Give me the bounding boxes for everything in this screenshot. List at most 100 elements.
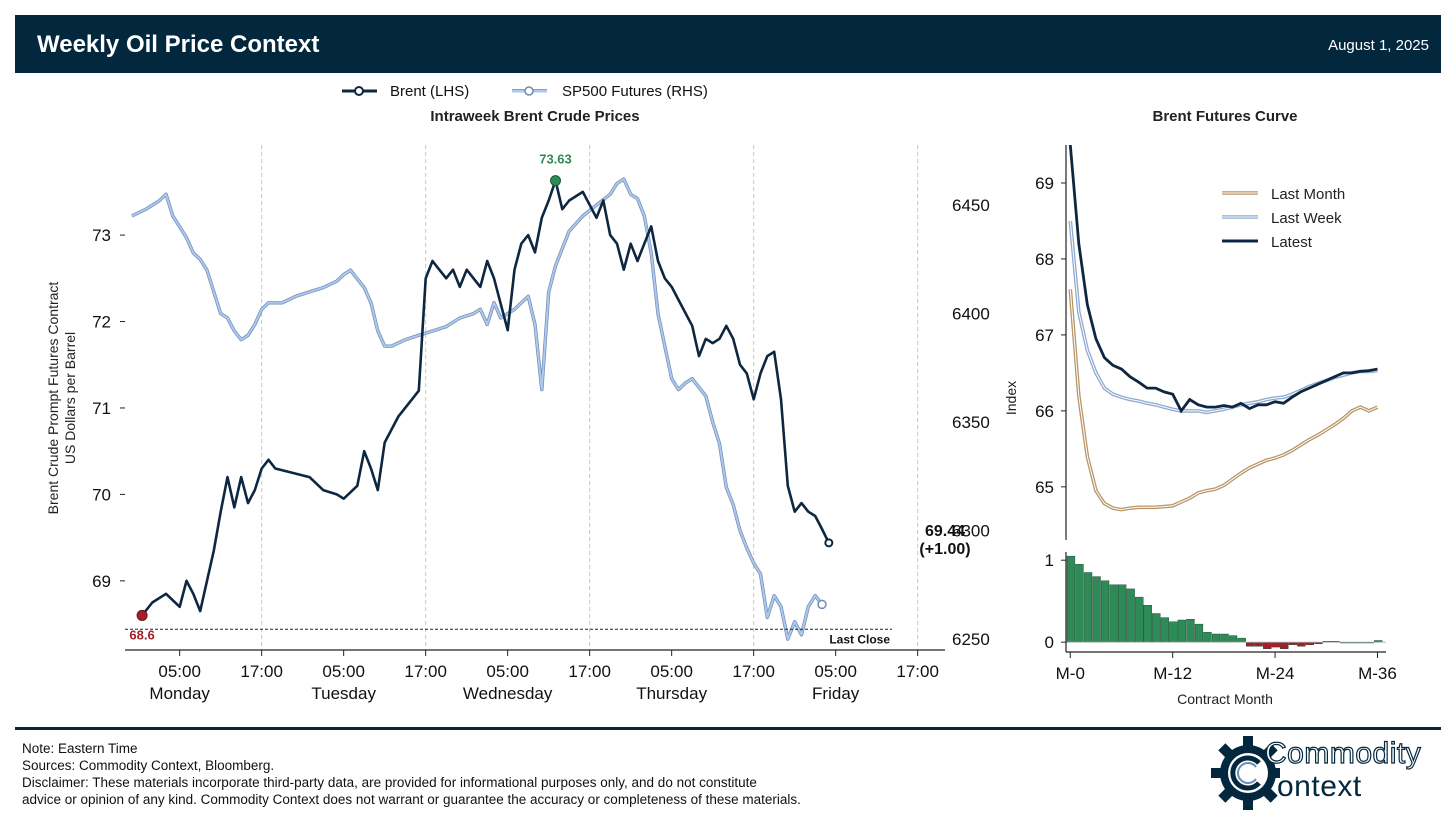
x-tick-time: 17:00 <box>404 662 447 681</box>
legend-last-month: Last Month <box>1271 186 1345 203</box>
change-bar <box>1245 642 1255 647</box>
x-tick-day: Monday <box>149 684 210 703</box>
change-bar <box>1211 633 1221 643</box>
y-right-tick-label: 6400 <box>952 305 990 324</box>
change-bar <box>1186 619 1195 643</box>
change-bar <box>1143 605 1152 643</box>
footer-notes: Note: Eastern Time Sources: Commodity Co… <box>22 740 922 808</box>
curve-y-tick-label: 69 <box>1035 174 1054 193</box>
x-tick-time: 17:00 <box>568 662 611 681</box>
change-bar <box>1280 642 1289 650</box>
footer-disclaimer-2: advice or opinion of any kind. Commodity… <box>22 792 801 807</box>
change-bar <box>1135 596 1144 643</box>
y-right-tick-label: 6250 <box>952 630 990 649</box>
change-bar <box>1220 633 1229 643</box>
legend-sp500-label: SP500 Futures (RHS) <box>562 83 708 100</box>
y-right-label: Index <box>1003 381 1019 415</box>
curve-x-tick-label: M-36 <box>1358 664 1397 683</box>
x-tick-time: 05:00 <box>322 662 365 681</box>
curve-x-tick-label: M-0 <box>1056 664 1085 683</box>
x-tick-time: 17:00 <box>240 662 283 681</box>
curve-last-month-edge <box>1068 289 1379 512</box>
change-bar <box>1297 642 1306 647</box>
change-bar <box>1254 642 1263 647</box>
change-bar <box>1126 588 1135 643</box>
curve-y-tick-label: 66 <box>1035 402 1054 421</box>
x-tick-time: 05:00 <box>814 662 857 681</box>
curve-x-tick-label: M-24 <box>1256 664 1295 683</box>
x-tick-time: 17:00 <box>896 662 939 681</box>
low-marker <box>136 609 148 621</box>
change-bar <box>1169 621 1178 643</box>
footer-note: Note: Eastern Time <box>22 741 138 756</box>
curve-y-tick-label: 68 <box>1035 250 1054 269</box>
change-bar <box>1228 635 1238 643</box>
change-bar <box>1288 642 1298 645</box>
legend-last-week: Last Week <box>1271 210 1342 227</box>
sp500-series-line <box>131 178 823 641</box>
x-tick-time: 17:00 <box>732 662 775 681</box>
legend-latest: Latest <box>1271 234 1313 251</box>
curve-y-tick-label: 65 <box>1035 478 1054 497</box>
curve-chart-title: Brent Futures Curve <box>1152 108 1297 125</box>
curve-legend: Last Month Last Week Latest <box>1222 186 1345 251</box>
change-bar <box>1109 584 1118 643</box>
y-left-tick-label: 73 <box>92 226 111 245</box>
y-left-label-1: Brent Crude Prompt Futures Contract <box>45 282 61 515</box>
low-label: 68.6 <box>129 627 154 642</box>
brent-end-marker <box>824 538 834 548</box>
header-bar: Weekly Oil Price Context August 1, 2025 <box>15 15 1441 73</box>
y-right-tick-label: 6350 <box>952 413 990 432</box>
y-left-tick-label: 72 <box>92 313 111 332</box>
y-left-tick-label: 71 <box>92 399 111 418</box>
page-title: Weekly Oil Price Context <box>37 31 320 58</box>
change-bar <box>1203 632 1212 643</box>
curve-x-tick-label: M-12 <box>1153 664 1192 683</box>
change-bar <box>1237 637 1246 643</box>
x-tick-day: Friday <box>812 684 860 703</box>
change-bar <box>1194 623 1204 643</box>
change-bar <box>1117 584 1127 643</box>
bar-y-tick-label: 0 <box>1045 633 1054 652</box>
x-tick-time: 05:00 <box>158 662 201 681</box>
brent-change: (+1.00) <box>919 541 970 558</box>
y-left-label-2: US Dollars per Barrel <box>62 332 78 464</box>
last-close-label: Last Close <box>829 632 890 646</box>
footer-sources: Sources: Commodity Context, Bloomberg. <box>22 758 275 773</box>
y-left-tick-label: 70 <box>92 485 111 504</box>
change-bar <box>1271 642 1280 648</box>
y-right-tick-label: 6300 <box>952 522 990 541</box>
change-bar <box>1177 619 1187 643</box>
x-tick-time: 05:00 <box>486 662 529 681</box>
change-bar <box>1092 576 1101 643</box>
logo-word-2: ontext <box>1277 770 1362 803</box>
change-bar <box>1263 642 1272 650</box>
bar-y-tick-label: 1 <box>1045 551 1054 570</box>
change-bar <box>1066 555 1076 643</box>
report-date: August 1, 2025 <box>1328 37 1429 54</box>
change-bar <box>1305 642 1315 645</box>
change-bar <box>1083 572 1093 643</box>
curve-xlabel: Contract Month <box>1177 691 1273 707</box>
curve-last-week-edge <box>1068 220 1378 415</box>
curve-last-week-core <box>1069 220 1378 413</box>
change-bar <box>1152 613 1161 643</box>
change-bar <box>1160 617 1170 643</box>
y-left-tick-label: 69 <box>92 572 111 591</box>
high-label: 73.63 <box>539 152 572 167</box>
sp500-end-marker <box>817 599 827 610</box>
footer-divider <box>15 727 1441 730</box>
main-legend: Brent (LHS) SP500 Futures (RHS) <box>342 83 708 100</box>
footer-disclaimer-1: Disclaimer: These materials incorporate … <box>22 775 757 790</box>
logo-word-1: Commodity <box>1264 736 1422 770</box>
legend-sp500-marker <box>524 86 534 96</box>
legend-brent-marker <box>354 86 364 96</box>
high-marker <box>550 175 561 187</box>
commodity-context-logo: Commodity ontext <box>1210 732 1440 812</box>
x-tick-day: Tuesday <box>311 684 376 703</box>
brent-last-value: 69.44 <box>925 523 965 540</box>
x-tick-day: Thursday <box>636 684 707 703</box>
x-tick-day: Wednesday <box>463 684 553 703</box>
curve-latest <box>1068 145 1378 414</box>
